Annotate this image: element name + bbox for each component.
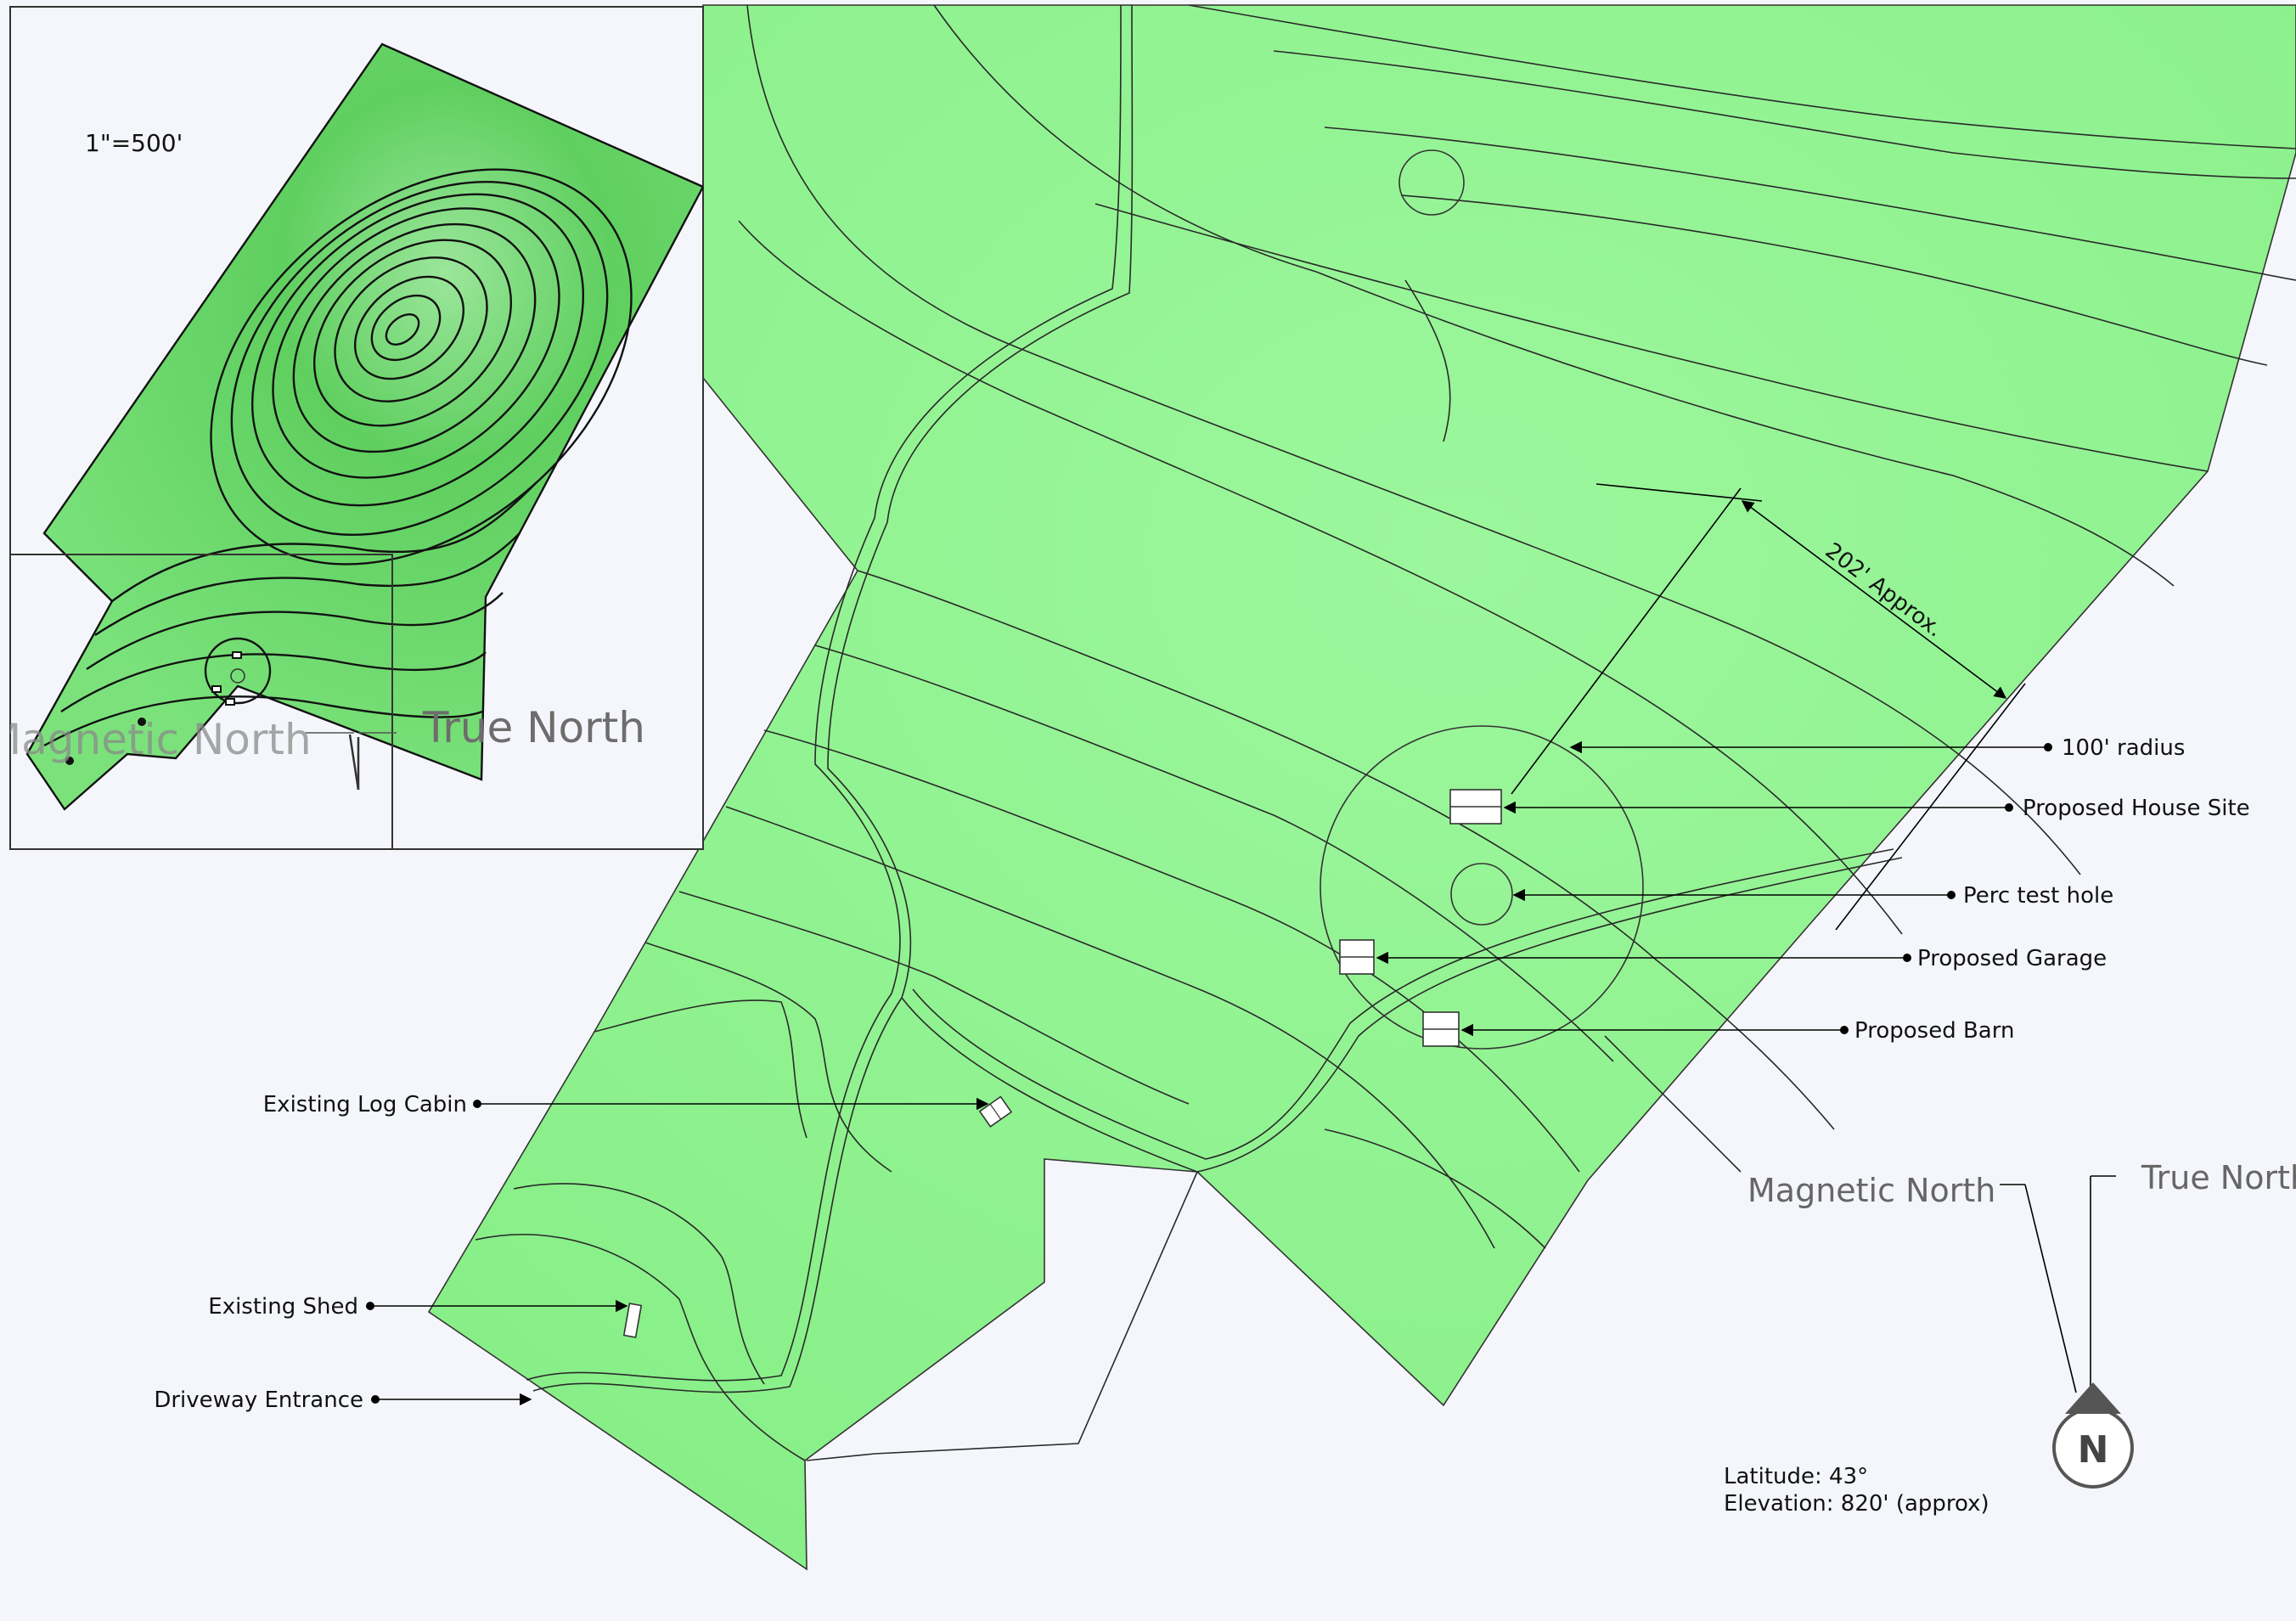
north-arrow: N Magnetic North True North <box>1747 1159 2296 1489</box>
radius-circle <box>1320 725 1644 1050</box>
existing-shed <box>622 1303 643 1338</box>
elevation-text: Elevation: 820' (approx) <box>1724 1491 1989 1517</box>
inset-scale: 1"=500' <box>85 129 183 157</box>
label-proposed-garage: Proposed Garage <box>1917 946 2107 971</box>
compass-magnetic-north: Magnetic North <box>1747 1172 1995 1209</box>
proposed-house <box>1449 789 1502 825</box>
latitude-text: Latitude: 43° <box>1724 1464 1868 1489</box>
label-driveway-entrance: Driveway Entrance <box>154 1387 363 1413</box>
label-proposed-house-site: Proposed House Site <box>2023 796 2250 821</box>
contour-lines <box>475 4 2296 1461</box>
access-line <box>806 1171 1198 1461</box>
compass-pointer <box>2065 1382 2121 1414</box>
label-existing-log-cabin: Existing Log Cabin <box>263 1092 467 1117</box>
label-100-radius: 100' radius <box>2062 735 2185 761</box>
inset-magnetic-north: Magnetic North <box>0 715 312 764</box>
annotation-leaders <box>366 740 2052 1406</box>
compass-true-north: True North <box>2141 1159 2296 1196</box>
main-parcel: 202' Approx. <box>427 4 2296 1571</box>
driveway <box>526 4 1903 1393</box>
perc-test-hole <box>1450 863 1513 926</box>
proposed-garage <box>1339 939 1375 975</box>
hilltop-circle <box>1398 149 1465 216</box>
existing-log-cabin <box>978 1095 1013 1128</box>
inset-true-north: True North <box>422 703 645 752</box>
inset-contours <box>43 168 633 747</box>
proposed-barn <box>1422 1011 1460 1047</box>
inset-parcel <box>25 42 703 811</box>
parcel-boundary <box>427 4 2296 1571</box>
compass-letter: N <box>2078 1428 2109 1472</box>
inset-view-extent <box>10 554 393 849</box>
label-existing-shed: Existing Shed <box>208 1294 358 1320</box>
inset-map: Magnetic North True North 1"=500' <box>0 6 704 850</box>
inset-radius-circle <box>204 637 272 705</box>
label-perc-test-hole: Perc test hole <box>1963 883 2113 909</box>
label-proposed-barn: Proposed Barn <box>1854 1018 2014 1044</box>
